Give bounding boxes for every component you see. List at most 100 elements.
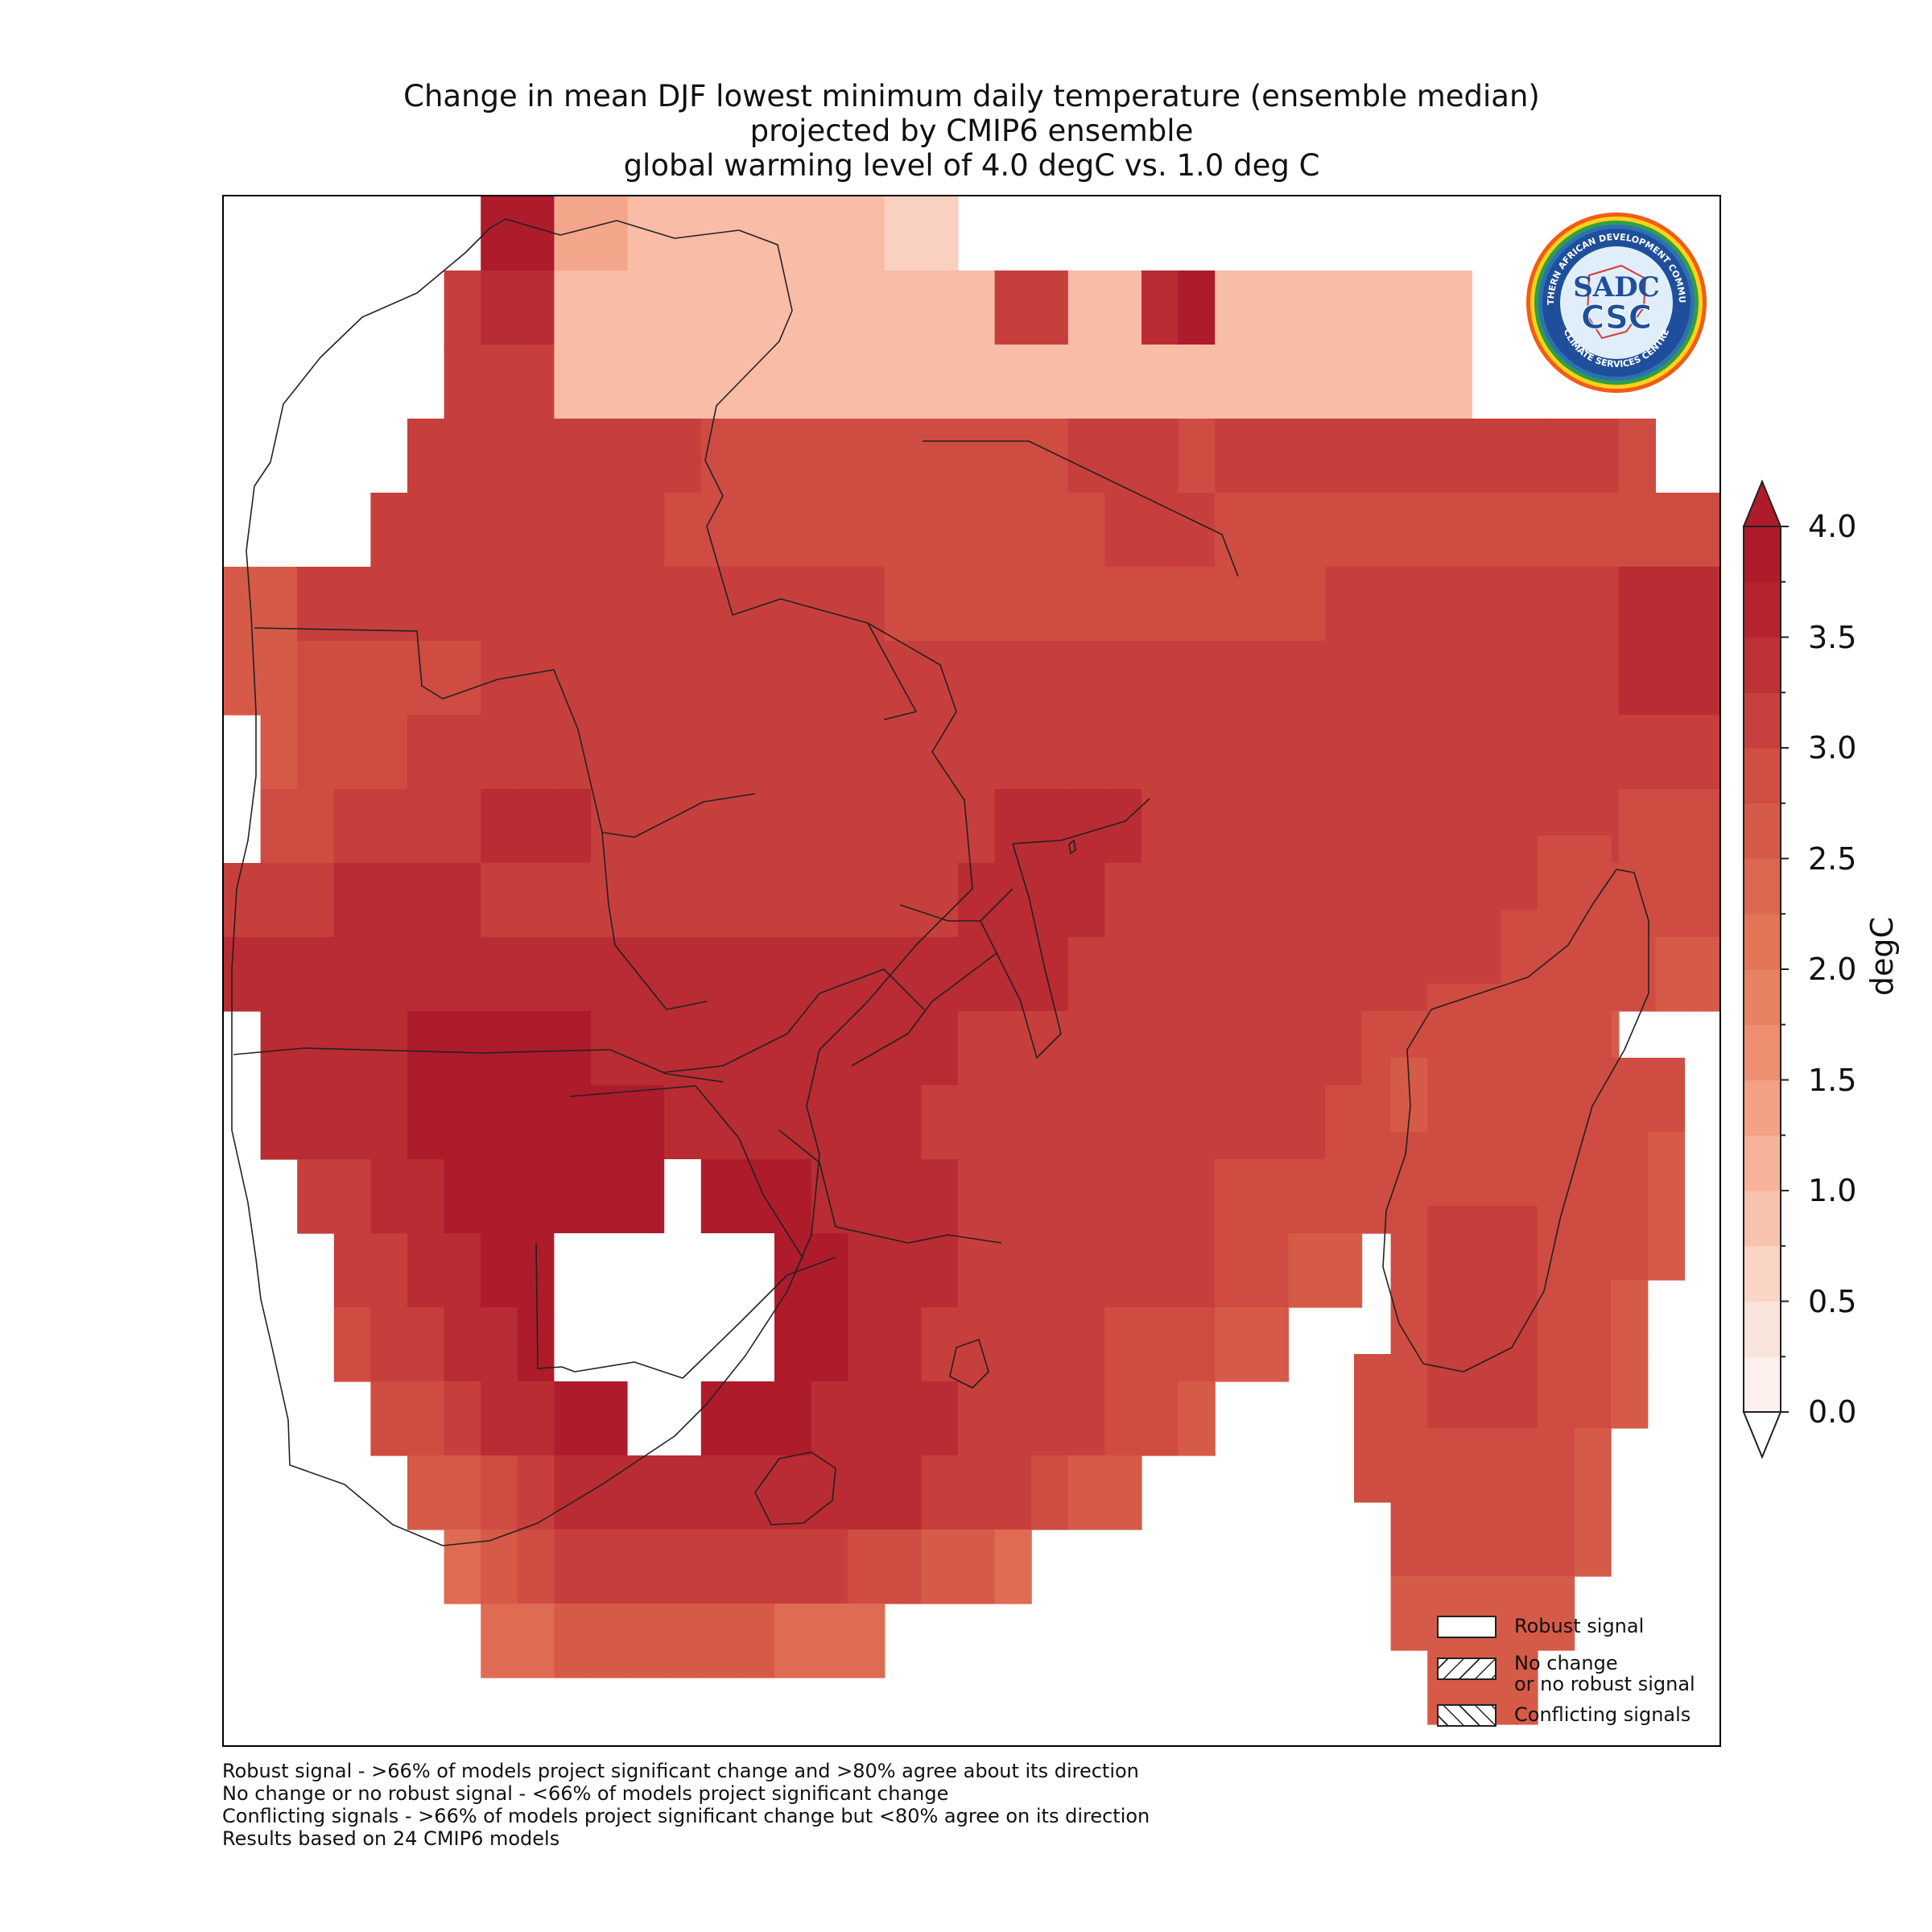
grid-cell xyxy=(333,567,371,642)
grid-cell xyxy=(1141,567,1179,642)
grid-cell xyxy=(1509,641,1546,716)
grid-cell xyxy=(848,715,886,790)
grid-cell xyxy=(591,1085,629,1160)
footnote-robust: Robust signal - >66% of models project s… xyxy=(222,1760,1139,1782)
grid-cell xyxy=(1031,937,1069,1012)
grid-cell-madagascar xyxy=(1463,1428,1501,1503)
grid-cell xyxy=(958,1455,996,1530)
grid-cell xyxy=(921,1233,959,1308)
grid-cell xyxy=(1361,270,1399,345)
grid-cell xyxy=(1618,567,1656,642)
grid-cell xyxy=(774,1455,812,1530)
grid-cell xyxy=(517,345,555,419)
grid-cell xyxy=(1031,1455,1069,1530)
grid-cell xyxy=(811,789,848,864)
grid-cell xyxy=(994,641,1032,716)
grid-cell xyxy=(848,1011,886,1086)
grid-cell xyxy=(921,567,959,642)
grid-cell-madagascar xyxy=(1354,1354,1392,1429)
grid-cell xyxy=(591,493,629,568)
grid-cell xyxy=(700,1381,738,1456)
grid-cell xyxy=(921,641,959,716)
legend-label-robust: Robust signal xyxy=(1514,1615,1645,1637)
grid-cell xyxy=(1251,1085,1289,1160)
colorbar-segment xyxy=(1744,1080,1781,1136)
grid-cell xyxy=(1215,1011,1253,1086)
grid-cell xyxy=(481,937,518,1012)
grid-cell-madagascar xyxy=(1463,1132,1501,1207)
grid-cell xyxy=(1288,419,1326,493)
grid-cell xyxy=(1398,270,1436,345)
grid-cell xyxy=(811,1604,848,1678)
grid-cell xyxy=(921,1455,959,1530)
grid-cell xyxy=(921,1085,959,1160)
grid-cell xyxy=(591,1233,629,1308)
grid-cell xyxy=(481,270,518,345)
border-botswana-sa xyxy=(535,1242,836,1379)
grid-cell xyxy=(260,863,298,938)
colorbar-tick-label: 0.5 xyxy=(1808,1283,1857,1319)
grid-cell xyxy=(627,1530,665,1604)
border-drc-angola xyxy=(254,627,756,838)
grid-cell xyxy=(1215,567,1253,642)
colorbar-tick-label: 3.5 xyxy=(1808,619,1857,655)
grid-cell xyxy=(958,1011,996,1086)
grid-cell xyxy=(591,715,629,790)
temperature-change-map xyxy=(224,196,1719,1725)
grid-cell-madagascar xyxy=(1427,1280,1465,1355)
grid-cell xyxy=(994,1455,1032,1530)
grid-cell xyxy=(1215,493,1253,568)
grid-cell xyxy=(554,1604,592,1678)
grid-cell-madagascar xyxy=(1501,1428,1538,1503)
grid-cell xyxy=(407,715,445,790)
grid-cell xyxy=(884,641,922,716)
grid-cell xyxy=(1472,493,1509,568)
grid-cell xyxy=(554,937,592,1012)
grid-cell xyxy=(333,1159,371,1234)
grid-cell xyxy=(664,1011,702,1086)
grid-cell xyxy=(1288,567,1326,642)
grid-cell xyxy=(774,715,812,790)
grid-cell xyxy=(1031,789,1069,864)
grid-cell xyxy=(1251,567,1289,642)
grid-cell xyxy=(1141,1233,1179,1308)
grid-cell xyxy=(517,419,555,493)
grid-cell xyxy=(737,863,775,938)
grid-cell xyxy=(958,1530,996,1604)
map-title-line-1: Change in mean DJF lowest minimum daily … xyxy=(403,79,1540,114)
grid-cell xyxy=(737,1530,775,1604)
grid-cell xyxy=(333,641,371,716)
grid-cell xyxy=(370,937,408,1012)
grid-cell xyxy=(517,270,555,345)
grid-cell xyxy=(627,493,665,568)
madagascar-coastline xyxy=(1382,869,1649,1373)
grid-cell xyxy=(958,567,996,642)
grid-cell xyxy=(444,1381,481,1456)
grid-cell xyxy=(517,196,555,271)
zanzibar-outline xyxy=(1068,840,1076,854)
grid-cell xyxy=(884,1381,922,1456)
grid-cell xyxy=(994,419,1032,493)
grid-cell-madagascar xyxy=(1501,1206,1538,1281)
grid-cell xyxy=(591,789,629,864)
grid-cell xyxy=(591,863,629,938)
grid-cell xyxy=(1545,493,1583,568)
grid-cell xyxy=(811,641,848,716)
grid-cell xyxy=(481,641,518,716)
grid-cell xyxy=(1178,1381,1216,1456)
grid-cell xyxy=(444,1159,481,1234)
grid-cell xyxy=(737,1381,775,1456)
grid-cell xyxy=(1141,1381,1179,1456)
grid-cell xyxy=(994,789,1032,864)
grid-cell xyxy=(1251,863,1289,938)
grid-cell xyxy=(994,1381,1032,1456)
grid-cell xyxy=(737,493,775,568)
grid-cell xyxy=(1104,1159,1142,1234)
grid-cell xyxy=(627,1159,665,1234)
grid-cell xyxy=(481,1307,518,1382)
grid-cell xyxy=(921,419,959,493)
grid-cell xyxy=(1582,715,1620,790)
grid-cell xyxy=(333,715,371,790)
grid-cell xyxy=(884,1307,922,1382)
grid-cell-madagascar xyxy=(1501,1650,1538,1725)
